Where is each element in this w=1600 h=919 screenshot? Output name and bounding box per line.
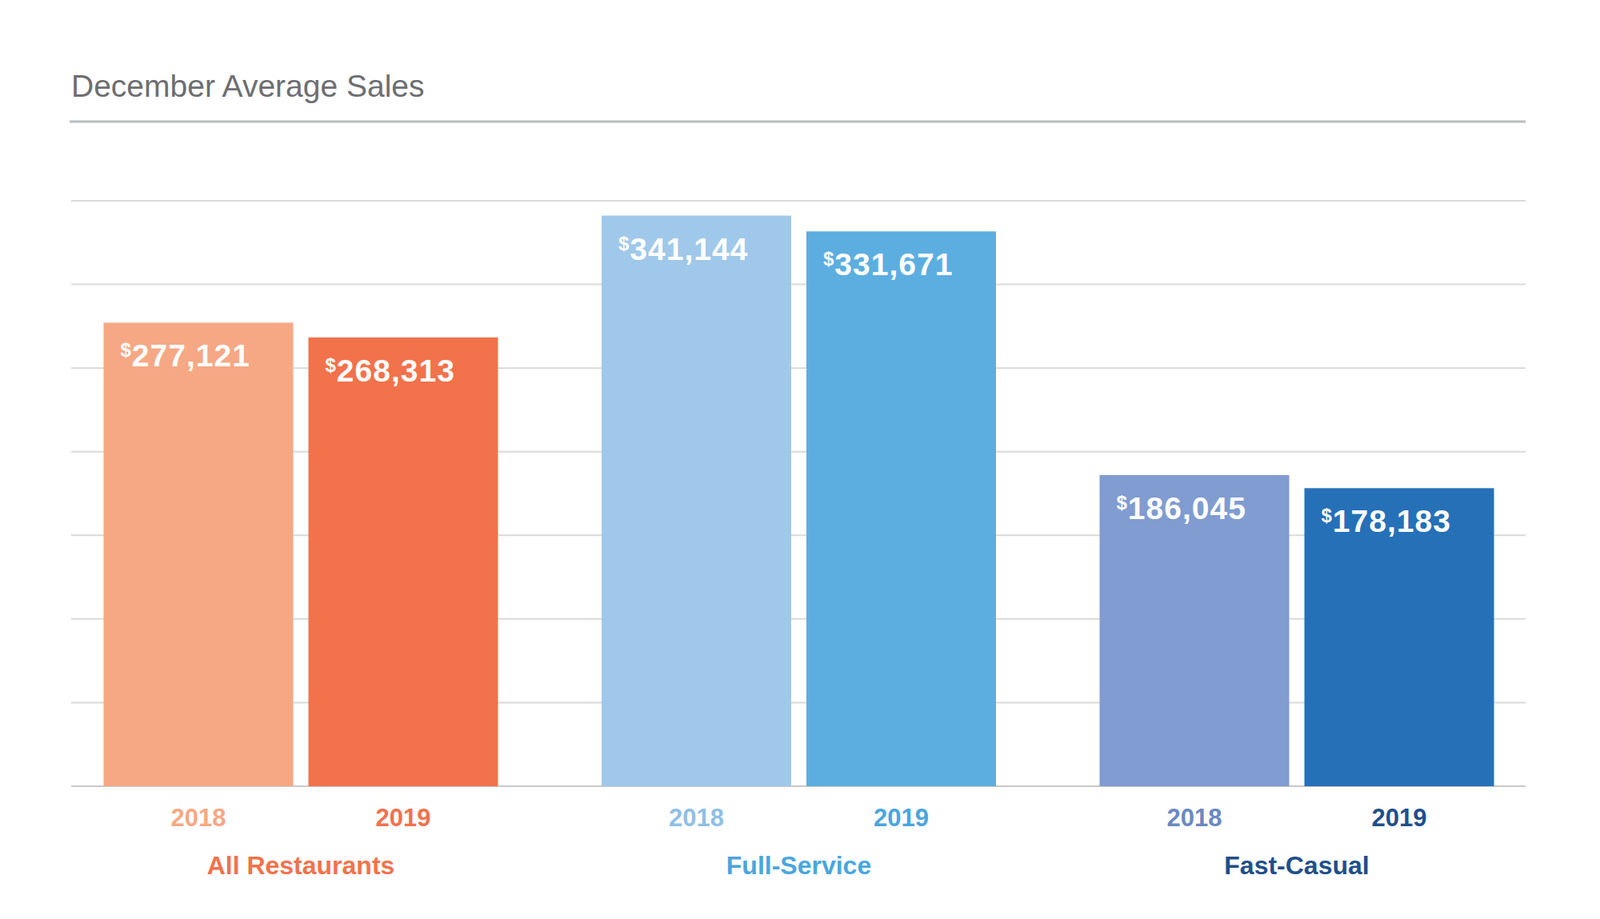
bar (1100, 475, 1290, 787)
label-number: 341,144 (629, 232, 748, 267)
label-prefix: $ (1116, 492, 1128, 514)
labels: $277,121 2018 $268,313 2019 All Restaurants $… (120, 232, 1452, 880)
label-prefix: $ (1321, 504, 1333, 527)
data-label: $341,144 (618, 232, 748, 267)
series-label: 2019 (376, 804, 432, 832)
bar (806, 231, 996, 787)
bar (104, 322, 294, 787)
title-rule (69, 120, 1526, 124)
grid (71, 200, 1526, 787)
bars (104, 216, 1495, 787)
bar (1304, 488, 1495, 787)
label-prefix: $ (120, 339, 132, 361)
data-label: $331,671 (823, 247, 953, 282)
data-label: $268,313 (325, 353, 456, 388)
series-label: 2018 (1167, 804, 1223, 832)
data-label: $277,121 (120, 338, 251, 373)
label-prefix: $ (823, 248, 835, 270)
category-label: All Restaurants (207, 851, 396, 880)
series-label: 2018 (668, 804, 724, 832)
grid-line (71, 284, 1526, 286)
label-number: 268,313 (336, 353, 456, 388)
label-number: 186,045 (1128, 491, 1247, 526)
category-label: Fast-Casual (1224, 851, 1369, 880)
label-prefix: $ (325, 354, 337, 376)
bar (308, 337, 499, 787)
grid-line (71, 200, 1526, 202)
label-number: 331,671 (834, 247, 953, 282)
chart: December Average Sales $277,121 2018 $268,3… (0, 0, 1600, 919)
series-label: 2019 (873, 804, 929, 832)
series-label: 2018 (171, 804, 227, 832)
data-label: $186,045 (1116, 491, 1247, 526)
bar (601, 216, 792, 787)
label-prefix: $ (618, 232, 630, 255)
category-label: Full-Service (726, 851, 872, 880)
label-number: 178,183 (1332, 504, 1452, 539)
series-label: 2019 (1372, 804, 1428, 832)
data-label: $178,183 (1321, 504, 1452, 539)
title: December Average Sales (71, 68, 425, 104)
label-number: 277,121 (132, 338, 251, 373)
